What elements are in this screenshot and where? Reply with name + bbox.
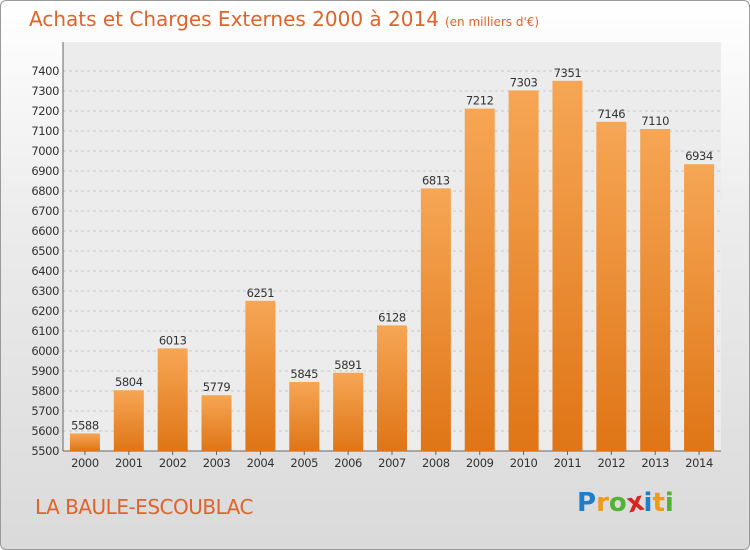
y-tick-label: 7000 <box>31 144 59 158</box>
data-label: 6934 <box>685 149 713 163</box>
y-tick-label: 5700 <box>31 404 59 418</box>
bar <box>69 433 100 451</box>
y-tick-label: 6600 <box>31 224 59 238</box>
y-tick-label: 5900 <box>31 364 59 378</box>
y-tick-label: 6200 <box>31 304 59 318</box>
bar <box>157 348 188 451</box>
y-tick-label: 7200 <box>31 104 59 118</box>
data-label: 7212 <box>466 94 494 108</box>
data-label: 7110 <box>641 114 669 128</box>
data-label: 5588 <box>71 418 99 432</box>
y-tick-label: 6500 <box>31 244 59 258</box>
data-label: 6013 <box>159 333 187 347</box>
data-label: 5891 <box>334 358 362 372</box>
data-label: 7351 <box>554 66 582 80</box>
bar <box>289 382 320 451</box>
bar <box>464 108 495 451</box>
x-tick-label: 2012 <box>597 456 625 470</box>
x-tick-label: 2013 <box>641 456 669 470</box>
bar <box>640 129 671 451</box>
x-tick-label: 2001 <box>115 456 143 470</box>
place-name: LA BAULE-ESCOUBLAC <box>35 495 253 519</box>
y-tick-label: 6900 <box>31 164 59 178</box>
data-label: 6128 <box>378 310 406 324</box>
logo-letter: t <box>652 488 665 518</box>
y-tick-label: 5500 <box>31 444 59 458</box>
data-label: 6251 <box>247 286 275 300</box>
x-tick-label: 2014 <box>685 456 713 470</box>
y-tick-label: 6100 <box>31 324 59 338</box>
y-tick-label: 6400 <box>31 264 59 278</box>
x-tick-label: 2000 <box>71 456 99 470</box>
bar <box>508 90 539 452</box>
x-tick-label: 2004 <box>247 456 275 470</box>
bar <box>596 121 627 452</box>
x-tick-label: 2009 <box>466 456 494 470</box>
x-tick-label: 2007 <box>378 456 406 470</box>
x-tick-label: 2008 <box>422 456 450 470</box>
y-tick-label: 7100 <box>31 124 59 138</box>
y-tick-label: 5800 <box>31 384 59 398</box>
x-tick-label: 2003 <box>203 456 231 470</box>
y-tick-label: 5600 <box>31 424 59 438</box>
x-tick-label: 2005 <box>290 456 318 470</box>
logo-letter: o <box>608 488 627 518</box>
logo-letter: P <box>577 488 597 518</box>
proxiti-logo: Proxiti <box>577 487 674 520</box>
y-tick-label: 7400 <box>31 64 59 78</box>
data-label: 6813 <box>422 173 450 187</box>
chart-title: Achats et Charges Externes 2000 à 2014 (e… <box>29 7 539 31</box>
y-tick-label: 6700 <box>31 204 59 218</box>
bar <box>333 372 364 451</box>
bar <box>552 80 583 452</box>
bar <box>245 300 276 451</box>
logo-letter: r <box>596 488 609 518</box>
y-tick-label: 6000 <box>31 344 59 358</box>
y-tick-label: 6800 <box>31 184 59 198</box>
data-label: 5845 <box>290 367 318 381</box>
chart-title-text: Achats et Charges Externes 2000 à 2014 <box>29 7 439 31</box>
x-tick-label: 2010 <box>510 456 538 470</box>
data-label: 7303 <box>510 75 538 89</box>
x-tick-label: 2006 <box>334 456 362 470</box>
bar <box>420 188 451 451</box>
data-label: 7146 <box>597 107 625 121</box>
x-tick-label: 2011 <box>554 456 582 470</box>
bar <box>684 164 715 451</box>
bar <box>377 325 407 451</box>
x-tick-label: 2002 <box>159 456 187 470</box>
y-tick-label: 6300 <box>31 284 59 298</box>
chart-unit: (en milliers d'€) <box>444 15 540 29</box>
y-tick-label: 7300 <box>31 84 59 98</box>
data-label: 5804 <box>115 375 143 389</box>
bar <box>201 395 232 451</box>
bar <box>113 390 144 451</box>
data-label: 5779 <box>203 380 231 394</box>
logo-letter: i <box>664 488 674 518</box>
logo-letter: i <box>643 488 653 518</box>
